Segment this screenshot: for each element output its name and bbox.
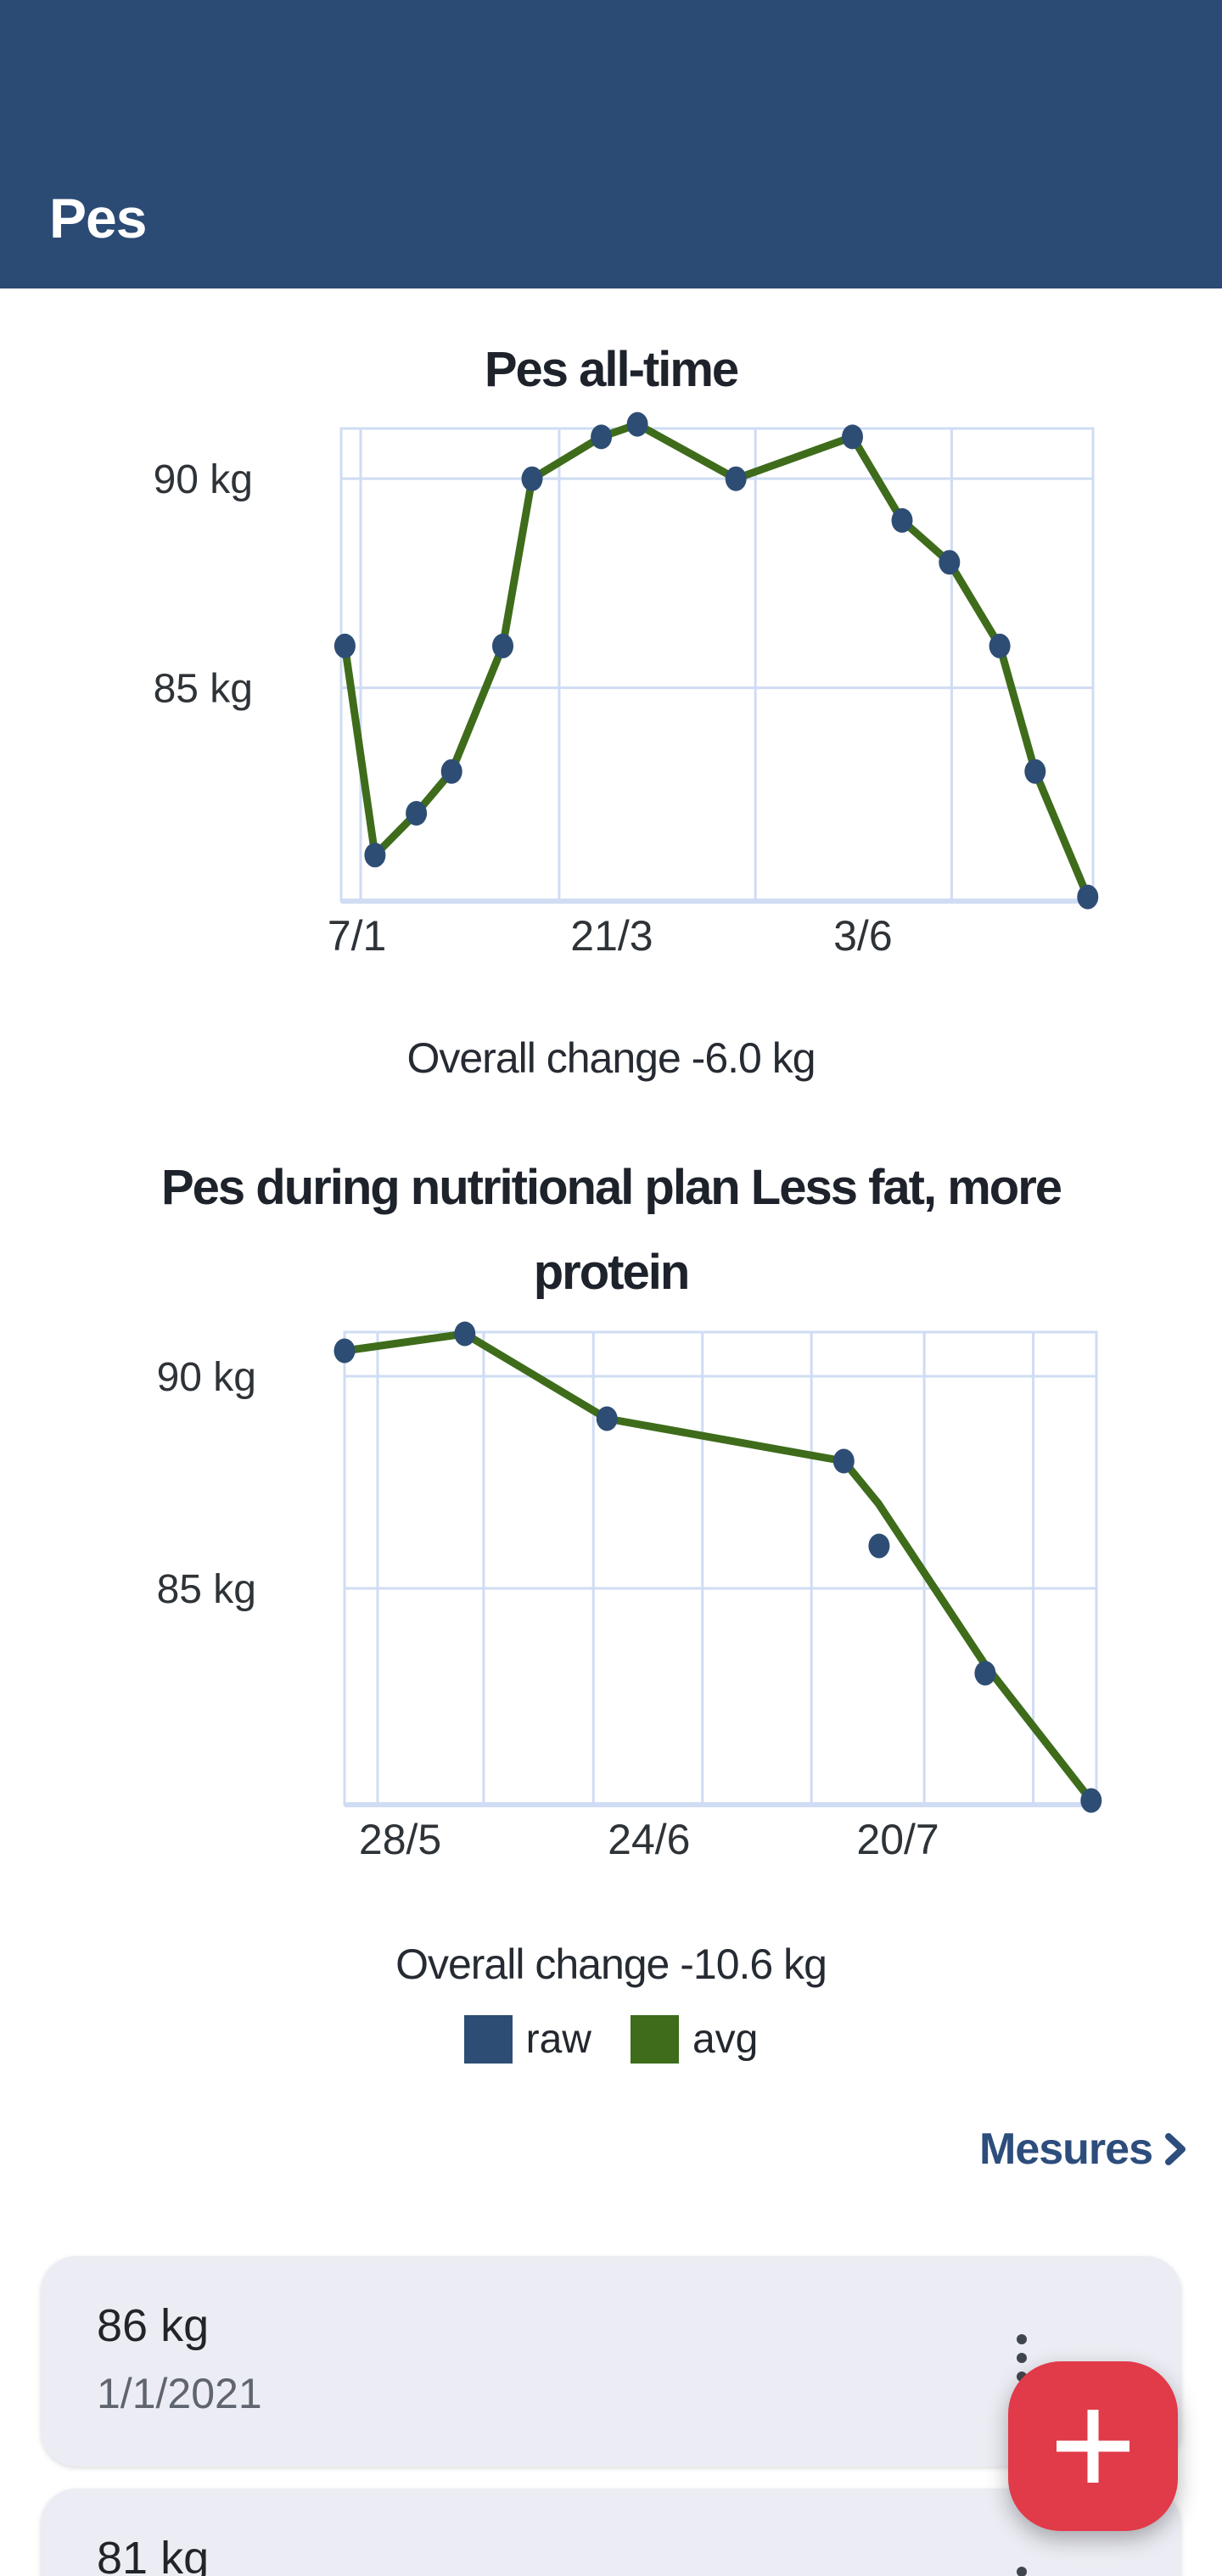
raw-point-chart2 [454, 1321, 476, 1347]
chart2-title: Pes during nutritional plan Less fat, mo… [160, 1160, 1062, 1301]
app-bar: Pes [0, 0, 1222, 288]
kebab-menu-icon[interactable] [996, 2562, 1047, 2576]
x-axis-label-chart2: 28/5 [359, 1816, 441, 1863]
raw-point-chart1 [1024, 759, 1046, 784]
legend-label-raw: raw [525, 2017, 591, 2062]
measurement-date: 1/1/2021 [97, 2370, 262, 2417]
raw-point-chart1 [440, 759, 462, 784]
y-axis-label-chart1: 90 kg [154, 457, 253, 502]
raw-point-chart2 [334, 1338, 356, 1364]
plus-icon [1057, 2410, 1130, 2483]
x-axis-label-chart2: 24/6 [608, 1816, 690, 1863]
raw-point-chart2 [596, 1406, 618, 1431]
chevron-right-icon [1165, 2133, 1186, 2165]
raw-point-chart1 [364, 843, 386, 868]
avg-series-swatch [630, 2015, 679, 2064]
legend-item-raw: raw [463, 2015, 591, 2064]
plot-border [343, 1330, 1098, 1806]
raw-point-chart1 [725, 466, 747, 491]
raw-point-chart1 [521, 466, 543, 491]
chart2-overall-change: Overall change -10.6 kg [395, 1940, 827, 1988]
y-axis-label-chart1: 85 kg [154, 667, 253, 712]
raw-point-chart1 [334, 633, 356, 658]
avg-line-chart1 [340, 420, 1091, 899]
raw-point-chart2 [974, 1660, 996, 1686]
raw-point-chart1 [1077, 884, 1099, 910]
measurement-weight: 86 kg [97, 2300, 210, 2351]
raw-point-chart1 [989, 633, 1011, 658]
raw-point-chart1 [591, 424, 613, 450]
measurement-card[interactable]: 86 kg 1/1/2021 [41, 2256, 1181, 2467]
avg-line-chart2 [344, 1330, 1095, 1803]
plot-border [339, 427, 1095, 903]
mesures-link-label: Mesures [979, 2125, 1153, 2174]
raw-series-swatch [463, 2015, 513, 2064]
x-axis-label-chart1: 7/1 [328, 912, 387, 960]
add-measurement-fab[interactable] [1008, 2361, 1178, 2531]
raw-point-chart1 [891, 507, 913, 533]
chart1-overall-change: Overall change -6.0 kg [406, 1034, 816, 1082]
measurement-card[interactable]: 81 kg [41, 2489, 1181, 2576]
y-axis-label-chart2: 90 kg [157, 1355, 256, 1400]
legend-label-avg: avg [692, 2017, 759, 2062]
mesures-link[interactable]: Mesures [979, 2124, 1186, 2175]
raw-point-chart1 [842, 424, 863, 450]
raw-point-chart1 [939, 550, 961, 575]
x-axis-label-chart1: 3/6 [833, 912, 893, 960]
app-bar-title: Pes [49, 187, 147, 249]
chart-legend: raw avg [0, 2015, 1222, 2064]
x-axis-label-chart2: 20/7 [856, 1816, 939, 1863]
raw-point-chart2 [868, 1533, 890, 1559]
x-axis-label-chart1: 21/3 [570, 912, 653, 960]
raw-point-chart1 [492, 633, 513, 658]
raw-point-chart1 [626, 412, 648, 437]
raw-point-chart1 [406, 801, 428, 826]
y-axis-label-chart2: 85 kg [157, 1567, 256, 1612]
raw-point-chart2 [832, 1448, 855, 1474]
legend-item-avg: avg [630, 2015, 759, 2064]
chart1-title: Pes all-time [484, 342, 739, 398]
measurement-weight: 81 kg [97, 2533, 210, 2576]
raw-point-chart2 [1080, 1788, 1102, 1813]
